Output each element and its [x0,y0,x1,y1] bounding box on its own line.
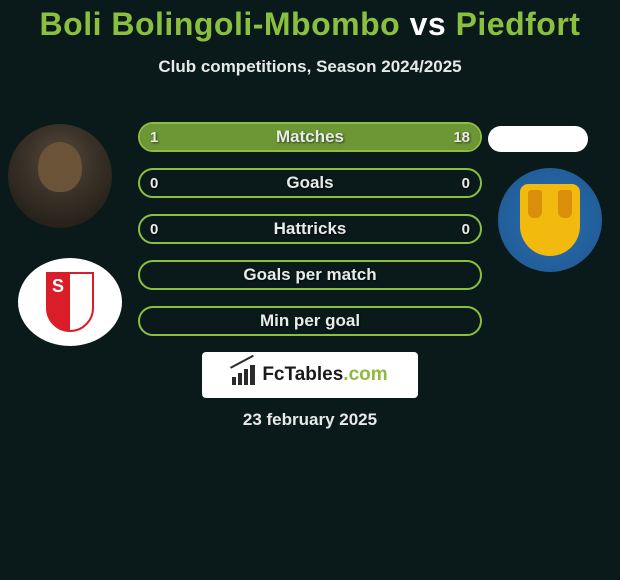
player1-club-crest [18,258,122,346]
subtitle: Club competitions, Season 2024/2025 [0,57,620,77]
club-crest-castle-icon [520,184,580,256]
stat-row-min-per-goal: Min per goal [138,306,482,336]
player2-flag [488,126,588,152]
club-crest-shield-icon [46,272,94,332]
title-player1: Boli Bolingoli-Mbombo [40,6,401,42]
title-player2: Piedfort [456,6,581,42]
stat-row-goals-per-match: Goals per match [138,260,482,290]
stat-value-right: 0 [462,216,470,242]
stat-label: Goals [140,170,480,196]
date-label: 23 february 2025 [0,410,620,430]
player1-avatar [8,124,112,228]
comparison-bars: 1 Matches 18 0 Goals 0 0 Hattricks 0 Goa… [138,122,482,352]
logo-name: FcTables [262,364,343,385]
stat-label: Hattricks [140,216,480,242]
stat-row-hattricks: 0 Hattricks 0 [138,214,482,244]
barchart-icon [232,365,256,385]
logo-tld: .com [343,364,387,385]
stat-label: Goals per match [140,262,480,288]
player2-club-crest [498,168,602,272]
stat-row-goals: 0 Goals 0 [138,168,482,198]
stat-label: Min per goal [140,308,480,334]
page-title: Boli Bolingoli-Mbombo vs Piedfort [0,0,620,43]
stat-value-right: 18 [453,124,470,150]
stat-value-right: 0 [462,170,470,196]
infographic-root: Boli Bolingoli-Mbombo vs Piedfort Club c… [0,0,620,580]
fctables-logo: FcTables.com [202,352,418,398]
stat-label: Matches [140,124,480,150]
logo-text: FcTables.com [262,364,387,386]
title-vs: vs [410,6,447,42]
stat-row-matches: 1 Matches 18 [138,122,482,152]
